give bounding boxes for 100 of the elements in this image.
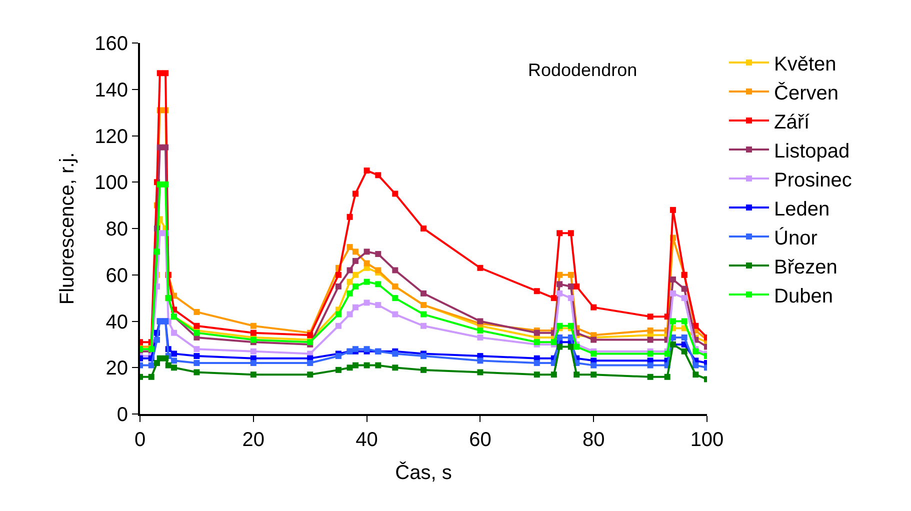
- point: [250, 322, 256, 329]
- y-tick-label: 60: [106, 264, 128, 287]
- point: [534, 360, 540, 366]
- point: [335, 272, 342, 278]
- legend-label: Červen: [774, 81, 838, 104]
- x-tick-label: 60: [469, 429, 492, 451]
- y-tick-label: 20: [106, 358, 128, 380]
- point: [346, 214, 353, 220]
- point: [420, 353, 426, 360]
- point: [477, 264, 484, 271]
- point: [568, 230, 574, 236]
- point: [352, 283, 358, 290]
- point: [550, 372, 557, 378]
- legend-label: Březen: [774, 256, 838, 278]
- point: [590, 362, 597, 368]
- point: [590, 372, 597, 378]
- legend-label: Leden: [774, 198, 830, 220]
- point: [346, 290, 353, 296]
- point: [162, 144, 169, 150]
- point: [664, 350, 670, 357]
- point: [346, 278, 353, 285]
- point: [352, 190, 358, 197]
- point: [335, 283, 342, 290]
- point: [307, 332, 314, 338]
- point: [556, 322, 563, 329]
- y-tick-label: 120: [94, 126, 128, 148]
- y-tick-label: 100: [94, 172, 128, 194]
- x-tick-label: 20: [242, 429, 265, 451]
- point: [647, 374, 654, 380]
- point: [162, 70, 169, 76]
- point: [156, 70, 163, 76]
- legend-label: Listopad: [774, 140, 850, 162]
- point: [250, 372, 256, 378]
- point: [420, 290, 426, 296]
- x-axis-title: Čas, s: [395, 461, 452, 484]
- point: [556, 290, 563, 296]
- point: [156, 181, 163, 188]
- y-tick-label: 40: [106, 311, 128, 334]
- point: [574, 372, 580, 378]
- point: [556, 281, 563, 288]
- point: [375, 251, 382, 258]
- point: [420, 322, 426, 329]
- point: [647, 336, 654, 343]
- point: [364, 362, 370, 368]
- point: [534, 288, 540, 294]
- point: [194, 369, 200, 376]
- y-tick-label: 0: [116, 404, 128, 426]
- point: [477, 358, 484, 364]
- point: [670, 276, 676, 283]
- x-tick-label: 0: [134, 429, 146, 451]
- point: [346, 364, 353, 371]
- point: [194, 353, 200, 360]
- point: [156, 144, 163, 150]
- point: [375, 267, 382, 274]
- point: [568, 283, 574, 290]
- point: [148, 362, 154, 368]
- legend-label: Prosinec: [774, 169, 852, 192]
- point: [590, 336, 597, 343]
- point: [477, 369, 484, 376]
- point: [477, 318, 484, 324]
- point: [154, 248, 160, 255]
- point: [335, 322, 342, 329]
- point: [556, 230, 563, 236]
- point: [670, 318, 676, 324]
- point: [681, 318, 688, 324]
- point: [171, 350, 178, 357]
- x-tick-label: 40: [356, 429, 378, 451]
- point: [420, 311, 426, 318]
- point: [375, 172, 382, 178]
- point: [375, 302, 382, 308]
- point: [194, 322, 200, 329]
- point: [681, 295, 688, 302]
- point: [477, 328, 484, 334]
- point: [550, 295, 557, 302]
- point: [375, 281, 382, 288]
- point: [392, 190, 398, 197]
- point: [392, 350, 398, 357]
- point: [364, 260, 370, 266]
- point: [335, 366, 342, 373]
- point: [346, 311, 353, 318]
- point: [335, 311, 342, 318]
- point: [556, 344, 563, 350]
- x-tick-label: 100: [690, 429, 724, 451]
- point: [420, 226, 426, 232]
- point: [307, 360, 314, 366]
- point: [534, 372, 540, 378]
- point: [194, 308, 200, 315]
- point: [692, 372, 699, 378]
- point: [556, 334, 563, 340]
- y-tick-label: 80: [106, 218, 128, 240]
- legend-label: Duben: [774, 285, 833, 308]
- point: [568, 272, 574, 278]
- legend-label: Září: [774, 111, 810, 134]
- point: [477, 334, 484, 340]
- x-tick-label: 80: [582, 429, 605, 451]
- point: [681, 286, 688, 292]
- annotation: Rododendron: [528, 60, 638, 80]
- point: [162, 355, 169, 362]
- point: [364, 278, 370, 285]
- legend-label: Květen: [774, 53, 836, 76]
